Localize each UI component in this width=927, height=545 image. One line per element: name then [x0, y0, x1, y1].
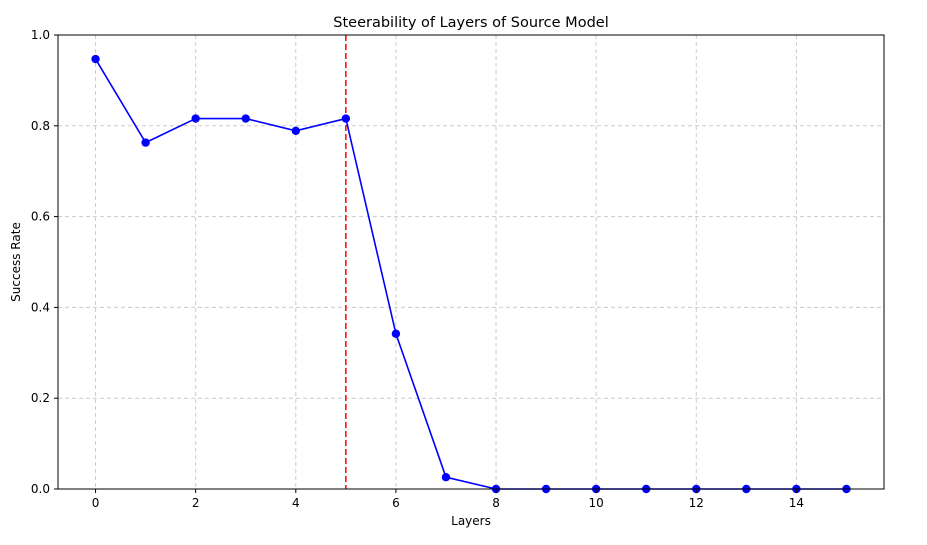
data-point [341, 114, 351, 123]
data-point [241, 114, 250, 123]
series-layer [91, 54, 851, 494]
y-tick-label: 0.4 [31, 300, 50, 314]
x-tick-label: 0 [92, 496, 100, 510]
data-point [291, 126, 300, 135]
y-tick-label: 0.0 [31, 482, 50, 496]
x-axis-label: Layers [451, 514, 491, 528]
y-tick-label: 1.0 [31, 28, 50, 42]
data-point [441, 472, 451, 482]
y-tick-label: 0.6 [31, 210, 50, 224]
data-point [191, 114, 200, 123]
y-tick-label: 0.2 [31, 391, 50, 405]
data-point [91, 54, 100, 64]
grid [58, 34, 884, 490]
x-tick-label: 6 [392, 496, 400, 510]
x-tick-label: 12 [689, 496, 704, 510]
y-axis-ticks: 0.0 0.2 0.4 0.6 0.8 1.0 [31, 28, 58, 496]
x-tick-label: 4 [292, 496, 300, 510]
x-tick-label: 8 [492, 496, 500, 510]
x-tick-label: 10 [589, 496, 604, 510]
data-point [391, 329, 401, 338]
chart-title: Steerability of Layers of Source Model [333, 15, 608, 31]
x-tick-label: 14 [789, 496, 804, 510]
data-point [141, 138, 150, 147]
x-tick-label: 2 [192, 496, 200, 510]
plot-frame [57, 34, 885, 490]
x-axis-ticks: 0 2 4 6 8 10 12 14 [92, 489, 804, 510]
y-tick-label: 0.8 [31, 119, 50, 133]
series-line [94, 58, 847, 490]
y-axis-label: Success Rate [9, 222, 23, 302]
